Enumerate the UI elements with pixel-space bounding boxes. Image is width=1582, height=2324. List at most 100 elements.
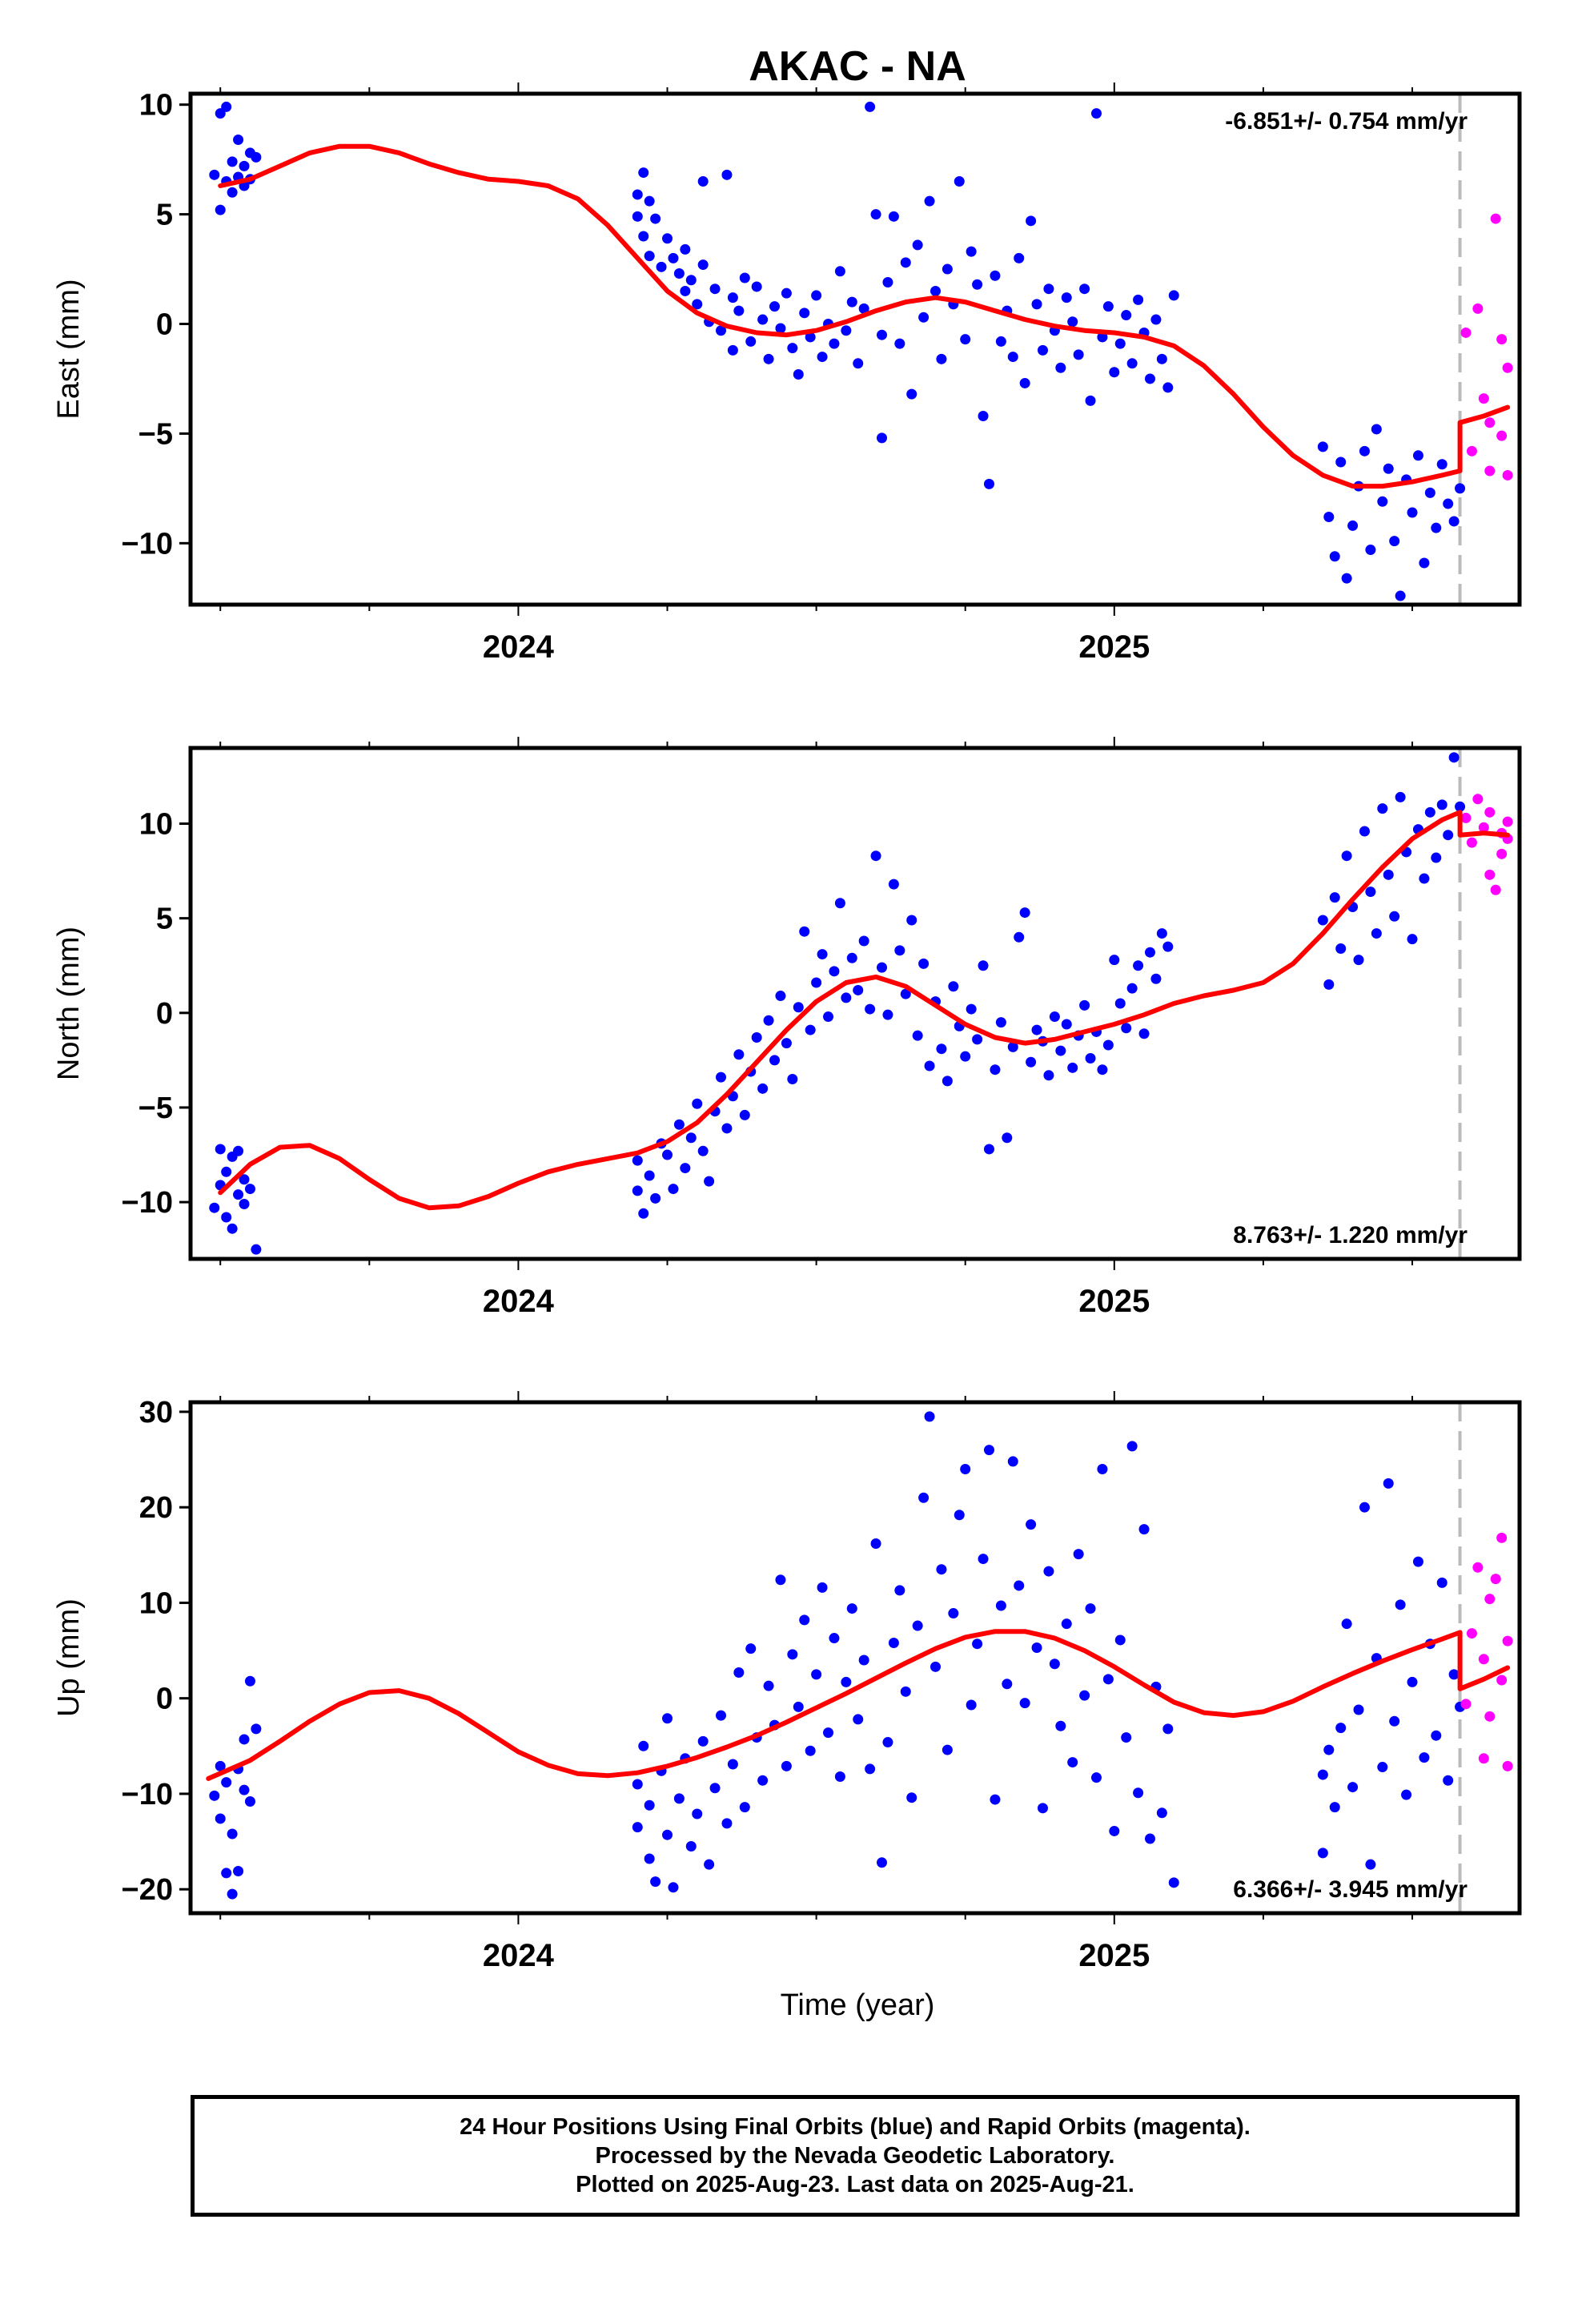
east-x-tick-label: 2025 — [1078, 629, 1150, 665]
east-final-point — [1395, 590, 1406, 601]
up-final-point — [983, 1445, 994, 1456]
up-final-point — [1144, 1833, 1155, 1844]
up-final-point — [1061, 1618, 1072, 1630]
up-final-point — [1037, 1803, 1048, 1814]
north-final-point — [990, 1064, 1001, 1076]
east-rate-label: -6.851+/- 0.754 mm/yr — [1225, 108, 1468, 135]
north-panel: 10 5 0 −5 −10 2024 2025 North (mm) 8.763+/- 1.22… — [52, 737, 1522, 1319]
up-final-point — [1133, 1787, 1144, 1799]
north-final-point — [960, 1051, 971, 1062]
up-final-point — [1007, 1456, 1018, 1467]
north-final-point — [685, 1132, 697, 1144]
east-final-point — [829, 338, 840, 349]
north-final-point — [244, 1184, 255, 1195]
east-final-point — [1431, 522, 1442, 533]
east-y-tick-label: −10 — [122, 527, 173, 561]
up-final-point — [763, 1680, 774, 1691]
north-final-point — [751, 1032, 762, 1043]
up-final-point — [644, 1799, 655, 1811]
up-final-point — [1412, 1556, 1423, 1567]
up-final-point — [638, 1740, 649, 1751]
east-final-point — [865, 101, 876, 112]
figure-title: AKAC - NA — [749, 43, 966, 90]
up-final-point — [1317, 1848, 1328, 1859]
up-final-point — [811, 1669, 822, 1680]
north-final-point — [1114, 998, 1126, 1009]
up-final-point — [1114, 1634, 1126, 1646]
east-rapid-point — [1496, 334, 1508, 345]
north-final-point — [1014, 931, 1025, 943]
east-final-point — [924, 195, 935, 207]
east-final-point — [966, 246, 977, 257]
up-plot-frame — [188, 1400, 1522, 1916]
north-final-point — [1007, 1041, 1018, 1052]
north-final-point — [1317, 915, 1328, 926]
up-final-point — [632, 1779, 643, 1790]
east-plot-frame — [188, 91, 1522, 607]
up-final-point — [834, 1771, 845, 1782]
east-final-point — [709, 283, 721, 295]
north-final-point — [1085, 1053, 1096, 1064]
up-final-point — [668, 1882, 679, 1893]
up-final-point — [1031, 1642, 1042, 1653]
east-final-point — [972, 279, 983, 290]
east-final-point — [876, 329, 887, 340]
north-y-tick-label: 5 — [156, 903, 173, 936]
up-final-point — [704, 1859, 715, 1870]
up-final-point — [894, 1585, 905, 1596]
east-final-point — [632, 189, 643, 200]
up-final-point — [221, 1777, 232, 1788]
north-final-point — [846, 952, 857, 963]
up-final-point — [650, 1876, 661, 1888]
up-final-point — [1395, 1599, 1406, 1610]
up-final-point — [841, 1676, 852, 1687]
east-final-point — [656, 261, 667, 272]
east-final-point — [775, 323, 786, 334]
up-rapid-point — [1484, 1711, 1496, 1722]
up-final-point — [1401, 1789, 1412, 1800]
north-final-point — [680, 1163, 691, 1174]
up-final-point — [244, 1795, 255, 1807]
north-rapid-point — [1484, 806, 1496, 818]
up-final-point — [823, 1727, 834, 1739]
east-final-point — [1037, 344, 1048, 356]
east-final-point — [990, 270, 1001, 281]
up-final-point — [692, 1808, 703, 1819]
east-final-point — [882, 276, 893, 287]
north-final-point — [811, 977, 822, 988]
north-model-curve — [218, 810, 1511, 1211]
up-final-point — [942, 1744, 953, 1755]
east-final-point — [1443, 498, 1454, 509]
up-final-point — [1109, 1825, 1120, 1836]
north-final-point — [632, 1185, 643, 1196]
east-final-point — [1079, 283, 1090, 295]
up-final-point — [829, 1633, 840, 1644]
up-rapid-point — [1496, 1532, 1508, 1543]
east-final-point — [841, 325, 852, 336]
up-final-point — [876, 1857, 887, 1868]
north-final-point — [1102, 1039, 1114, 1051]
up-final-point — [215, 1760, 226, 1771]
east-final-point — [1317, 441, 1328, 452]
east-final-point — [668, 252, 679, 263]
up-final-point — [1138, 1524, 1150, 1535]
up-rapid-point — [1484, 1594, 1496, 1605]
north-final-point — [858, 935, 869, 947]
east-final-point — [751, 281, 762, 292]
east-final-point — [846, 296, 857, 308]
north-final-point — [638, 1208, 649, 1219]
north-rate-label: 8.763+/- 1.220 mm/yr — [1233, 1222, 1468, 1248]
east-final-point — [1014, 252, 1025, 263]
east-final-point — [1121, 310, 1132, 321]
up-final-point — [727, 1759, 738, 1770]
up-final-point — [912, 1620, 923, 1631]
north-final-point — [1448, 752, 1460, 763]
north-final-point — [221, 1166, 232, 1177]
up-model-curve — [206, 1629, 1511, 1781]
up-final-point — [244, 1675, 255, 1687]
up-final-point — [853, 1714, 864, 1725]
north-final-point — [995, 1017, 1006, 1028]
east-y-tick-label: 5 — [156, 199, 173, 232]
up-final-point — [1431, 1730, 1442, 1741]
north-final-point — [1067, 1062, 1078, 1073]
